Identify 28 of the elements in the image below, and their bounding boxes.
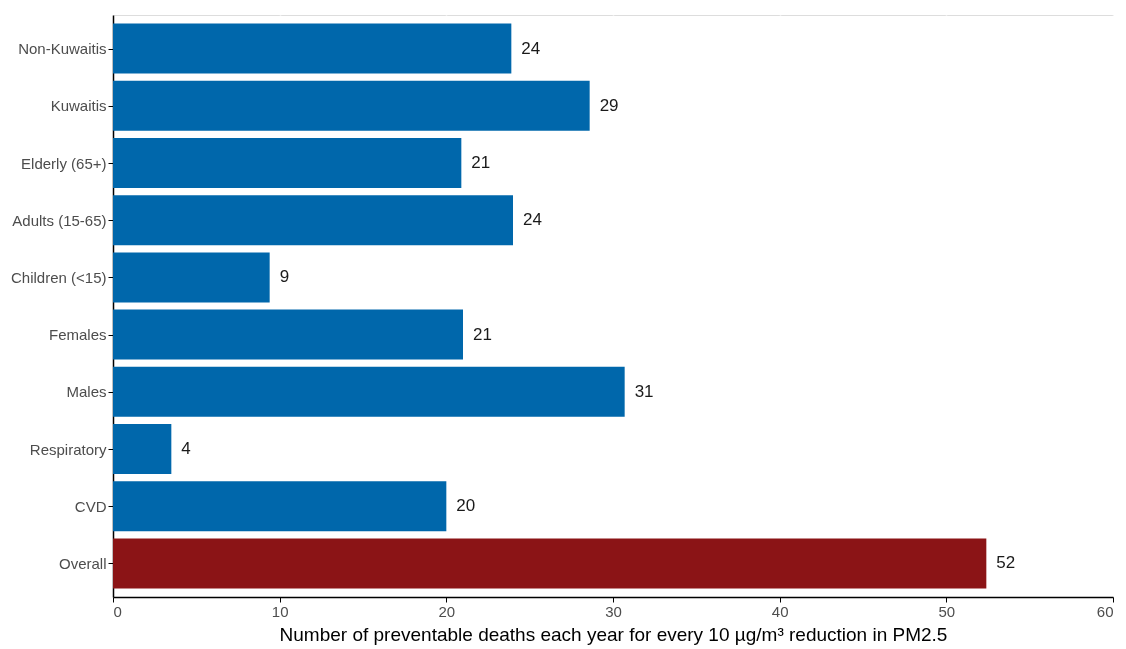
data-label: 31 [634, 381, 654, 401]
y-tick-label: Children (<15) [11, 268, 107, 286]
x-tick-label: 0 [113, 602, 122, 620]
x-tick-label: 10 [271, 602, 289, 620]
y-tick-label: Males [66, 383, 107, 401]
x-tick-label: 40 [771, 602, 789, 620]
y-tick-label: Respiratory [29, 440, 107, 458]
x-tick-label: 50 [938, 602, 956, 620]
data-label: 52 [996, 553, 1016, 573]
data-label: 29 [599, 95, 619, 115]
data-label: 9 [279, 267, 290, 287]
data-label: 21 [471, 153, 491, 172]
x-axis-title: Number of preventable deaths each year for every 10 µg/m³ reduction in PM2.5 [279, 623, 948, 645]
y-tick-label: Kuwaitis [50, 97, 107, 115]
y-tick-label: CVD [74, 497, 107, 515]
x-tick-label: 60 [1096, 602, 1114, 620]
data-label: 20 [456, 496, 476, 516]
y-tick-label: Elderly (65+) [21, 154, 107, 172]
y-tick-label: Overall [58, 554, 107, 572]
x-tick-label: 20 [438, 602, 456, 620]
x-tick-label: 30 [605, 602, 622, 620]
data-label: 24 [523, 210, 542, 230]
data-label: 21 [473, 324, 492, 344]
data-label: 4 [181, 439, 191, 458]
y-tick-label: Females [48, 326, 107, 344]
data-label: 24 [521, 38, 541, 58]
y-tick-label: Adults (15-65) [12, 211, 107, 229]
y-tick-label: Non-Kuwaitis [18, 40, 107, 58]
